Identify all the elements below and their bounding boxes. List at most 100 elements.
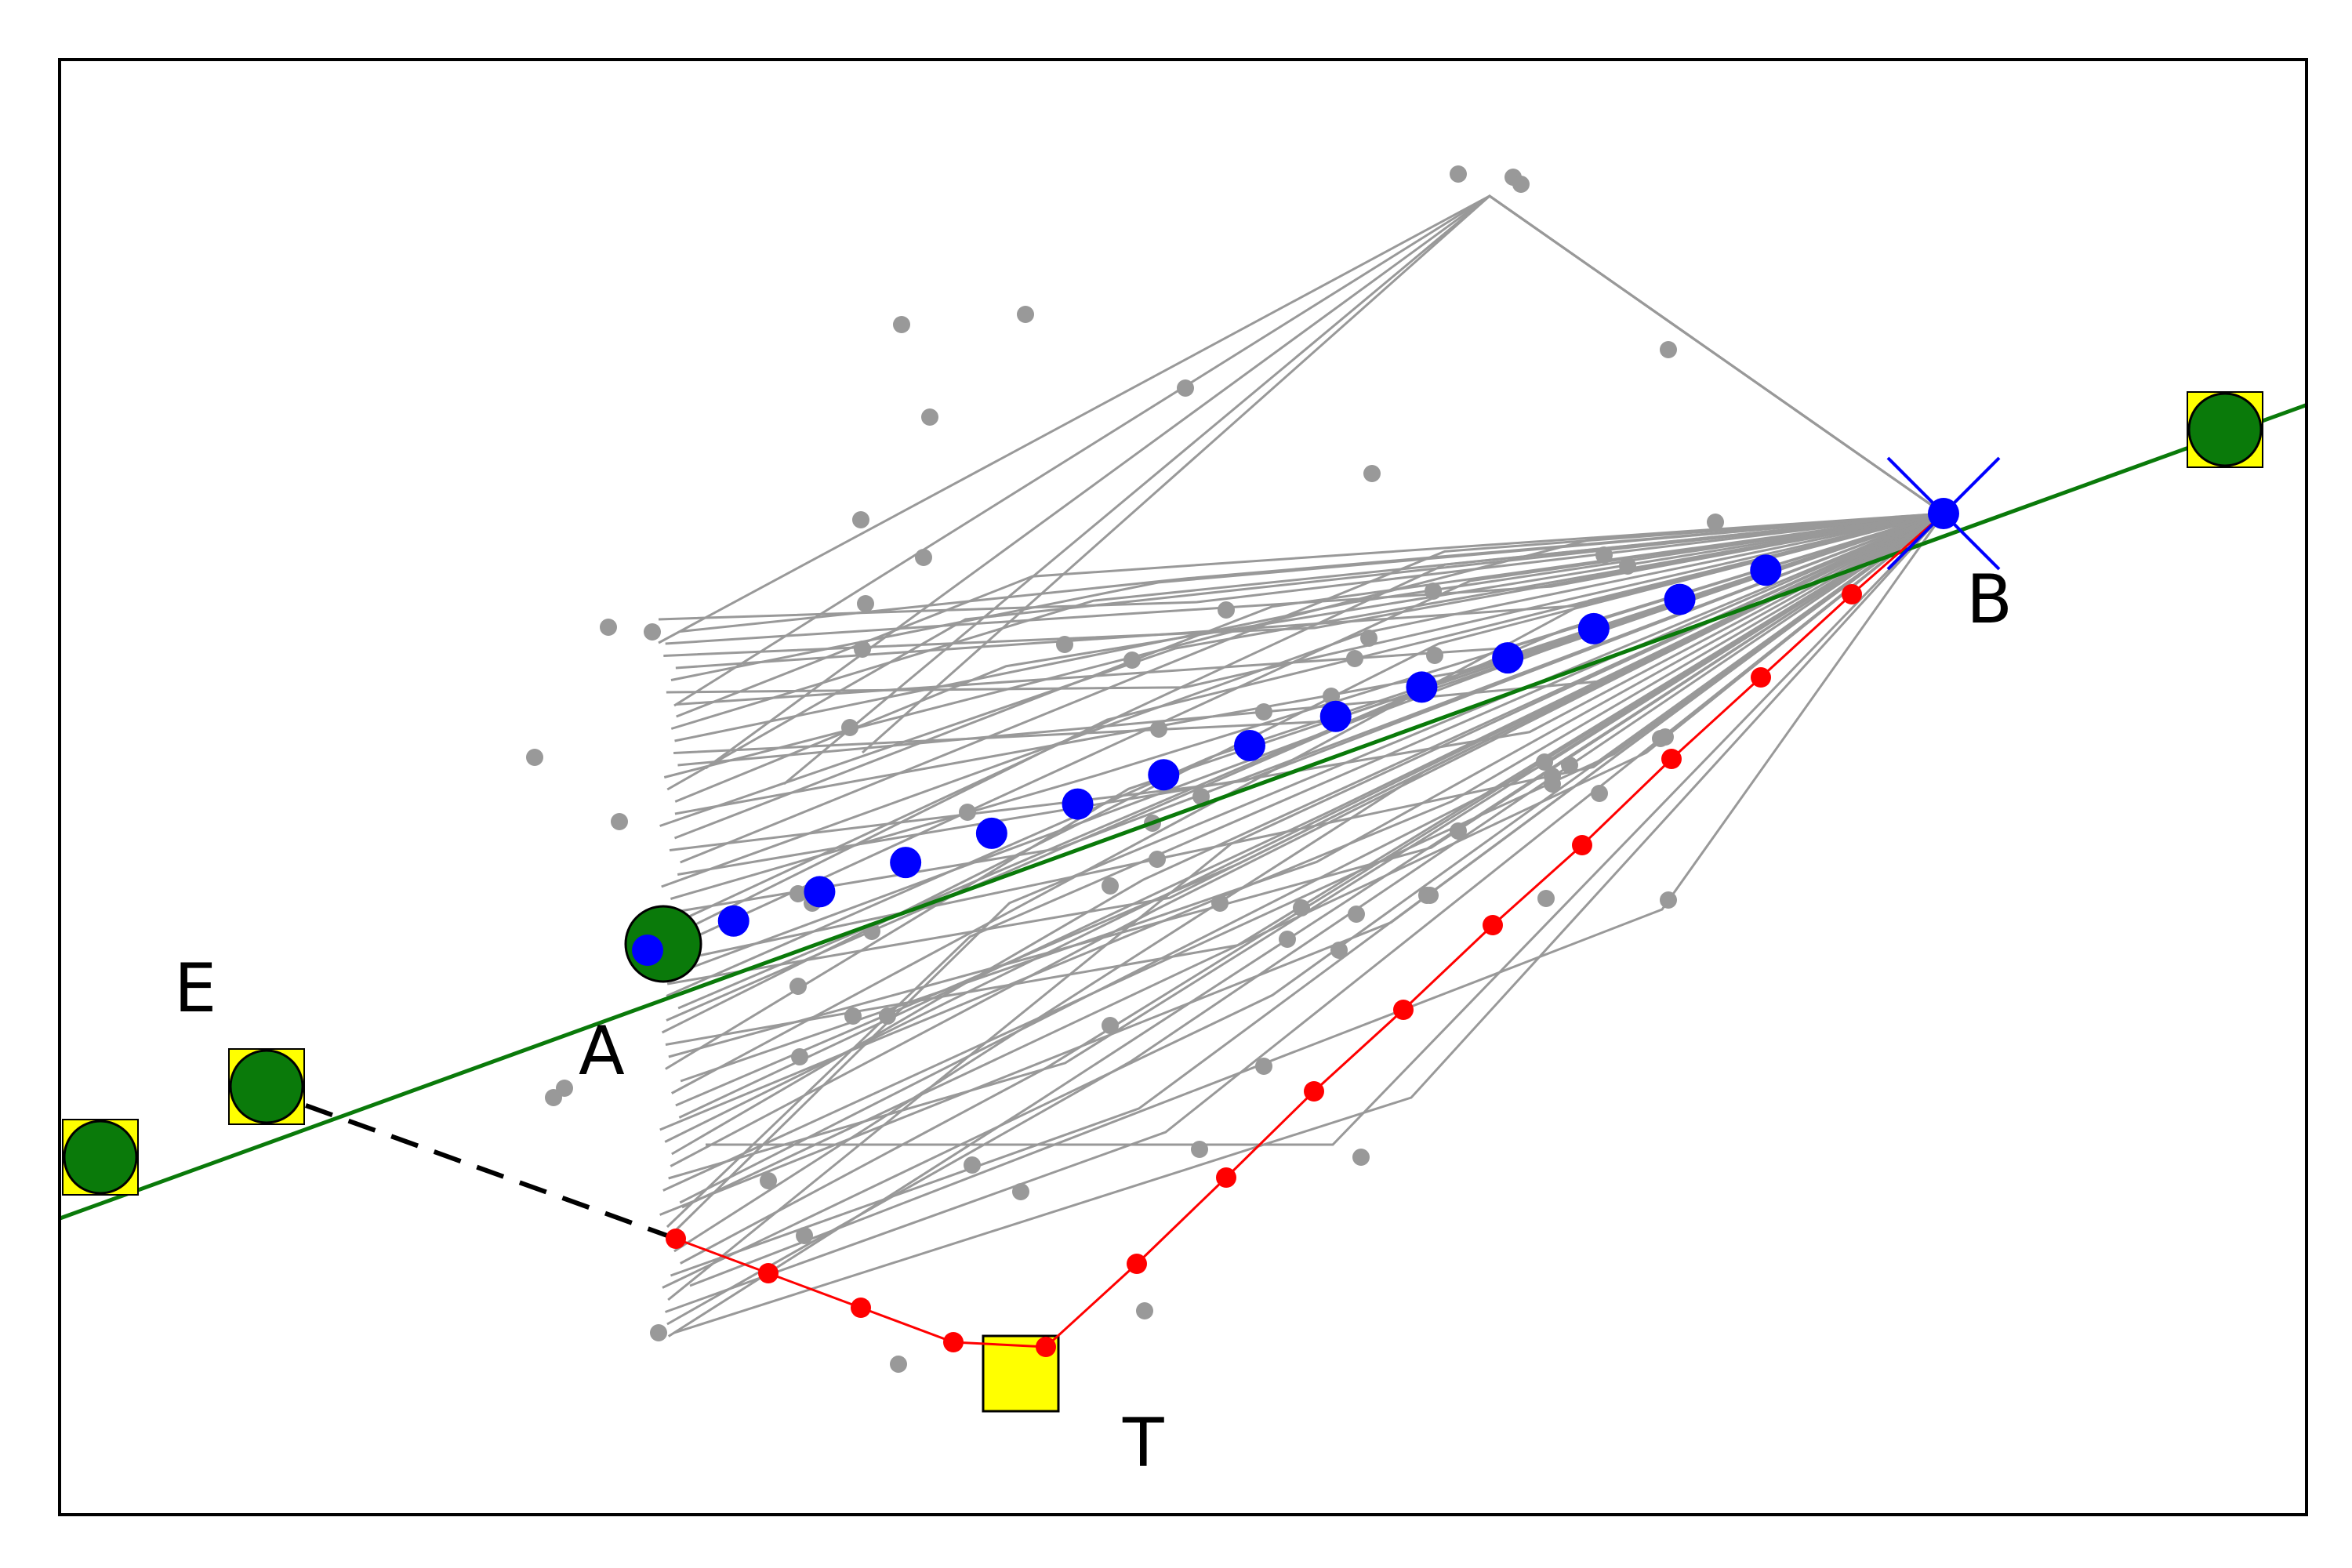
sample-trajectory [658, 512, 1944, 621]
optimal-point [1319, 700, 1352, 732]
sample-point [1330, 942, 1348, 959]
sample-point [1348, 906, 1365, 923]
sample-trajectory [671, 512, 1944, 1094]
sample-point [857, 595, 874, 612]
candidate-path [666, 512, 1944, 1357]
node-left-edge [62, 1119, 139, 1196]
sample-point [1660, 891, 1677, 909]
optimal-point [1234, 730, 1265, 761]
optimal-point [1577, 612, 1610, 644]
sample-trajectory [671, 512, 1944, 1156]
reference-line [60, 402, 2307, 1221]
sample-point [879, 1007, 896, 1025]
sample-trajectory [862, 194, 1944, 754]
sample-point [1561, 757, 1578, 774]
sample-trajectory [666, 512, 1944, 1240]
sample-point [1360, 630, 1377, 647]
node-E [228, 1048, 305, 1125]
candidate-point [1483, 915, 1503, 935]
sample-point [1652, 730, 1669, 747]
sample-trajectory [674, 512, 1944, 742]
sample-point [1255, 1058, 1272, 1075]
sample-point [791, 1048, 808, 1065]
sample-trajectory [674, 512, 1944, 924]
sample-trajectory [666, 512, 1944, 791]
sample-point [1591, 785, 1608, 802]
sample-point [526, 749, 543, 766]
optimal-point [1664, 583, 1696, 615]
sample-trajectory [659, 512, 1944, 827]
sample-point [611, 813, 628, 830]
candidate-point [943, 1332, 964, 1352]
sample-point [789, 885, 807, 902]
optimal-point [804, 876, 836, 908]
optimal-point [890, 847, 922, 879]
sample-trajectory [673, 512, 1945, 1334]
optimal-point [1148, 759, 1180, 791]
sample-point [1512, 176, 1530, 193]
sample-point [1192, 788, 1210, 805]
candidate-point [1127, 1254, 1147, 1274]
sample-point [844, 1007, 862, 1025]
sample-trajectory [689, 513, 1945, 1287]
B-cross-marker-icon [1886, 456, 2001, 571]
sample-point [1012, 1183, 1029, 1200]
sample-point [1363, 465, 1381, 482]
label-E: E [174, 949, 216, 1028]
sample-point [852, 511, 869, 528]
sample-trajectory [670, 512, 1944, 681]
sample-point [1191, 1141, 1208, 1158]
sample-point [1136, 1302, 1153, 1319]
sample-trajectory [668, 512, 1944, 1058]
candidate-point [1036, 1337, 1056, 1357]
candidate-point [666, 1229, 686, 1249]
candidate-point [1661, 749, 1682, 769]
sample-point [921, 408, 938, 426]
sample-point [1177, 379, 1194, 397]
sample-trajectory [670, 512, 1944, 730]
sample-point [556, 1080, 573, 1097]
optimal-point [1492, 642, 1524, 674]
sample-point [1619, 557, 1636, 575]
candidate-point [1842, 584, 1862, 604]
sample-point [1102, 877, 1119, 895]
sample-point [1425, 583, 1442, 600]
sample-point [893, 316, 910, 333]
optimal-point [717, 905, 750, 937]
node-right [2187, 391, 2263, 468]
label-T: T [1122, 1404, 1164, 1483]
plot-frame [58, 58, 2308, 1516]
sample-point [789, 978, 807, 995]
sample-point [1102, 1017, 1119, 1034]
sample-point [1211, 895, 1229, 912]
sample-point [1149, 851, 1166, 868]
sample-point [760, 1172, 777, 1189]
sample-point [1150, 720, 1167, 738]
sample-trajectory [670, 512, 1944, 1167]
sample-trajectory [659, 512, 1944, 1131]
sample-point [1418, 887, 1436, 904]
sample-point [1218, 601, 1235, 619]
sample-trajectory [680, 512, 1944, 864]
sample-point [1595, 546, 1613, 564]
sample-point [1123, 652, 1141, 669]
sample-point [1323, 688, 1340, 705]
sample-point [915, 549, 932, 566]
sample-point [1536, 753, 1553, 771]
sample-point [1293, 899, 1310, 916]
sample-trajectory [666, 512, 1944, 1326]
sample-point [959, 804, 976, 821]
dashed-link [304, 1103, 677, 1241]
candidate-point [1572, 835, 1592, 855]
sample-point [1255, 703, 1272, 720]
candidate-point [851, 1298, 871, 1318]
optimal-point [1406, 671, 1438, 703]
sample-point [854, 641, 871, 658]
sample-trajectory [665, 512, 1944, 1313]
sample-point [1426, 647, 1443, 664]
sample-point [964, 1156, 981, 1174]
optimal-point [1062, 788, 1094, 820]
optimal-point [632, 935, 663, 966]
sample-point [1537, 890, 1555, 907]
